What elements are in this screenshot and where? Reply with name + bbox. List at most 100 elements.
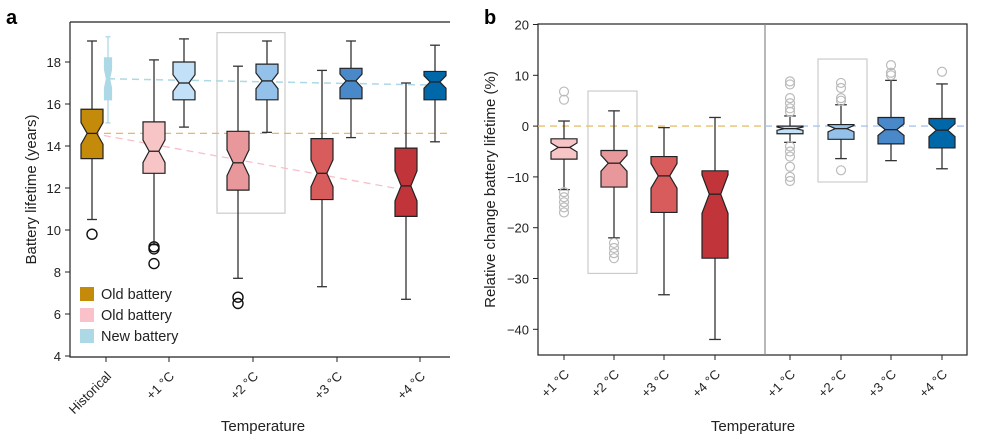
new-battery-box <box>423 44 447 143</box>
legend-swatch <box>80 329 94 343</box>
new-battery-box <box>255 40 279 134</box>
y-tick-label: 12 <box>47 181 61 196</box>
x-tick-label: +2 °C <box>815 367 849 401</box>
notched-box <box>776 125 804 135</box>
outlier-point <box>558 207 570 218</box>
notched-box <box>255 63 279 101</box>
outlier-point <box>608 253 620 264</box>
x-tick-label: +1 °C <box>538 367 572 401</box>
notched-box <box>550 138 578 160</box>
x-tick-label: +1 °C <box>764 367 798 401</box>
y-tick-label: 14 <box>47 139 61 154</box>
highlight-box <box>216 31 286 214</box>
x-tick-label: +3 °C <box>865 367 899 401</box>
x-tick-label: +4 °C <box>394 369 428 403</box>
outlier-point <box>835 82 847 94</box>
notched-box <box>310 138 334 201</box>
x-tick-label: +1 °C <box>143 369 177 403</box>
y-tick-label: 10 <box>515 68 529 83</box>
y-tick-label: 10 <box>47 223 61 238</box>
y-tick-label: 8 <box>54 265 61 280</box>
notched-box <box>827 123 855 140</box>
panel-b: −40 −30 −20 −10 0 10 20 +1 °C +2 °C +3 °C +4 °C +1 … <box>482 18 968 435</box>
x-tick-label: +4 °C <box>916 367 950 401</box>
y-tick-label: 18 <box>47 55 61 70</box>
x-tick-label: +3 °C <box>311 369 345 403</box>
notched-box <box>339 67 363 100</box>
notched-box <box>394 147 418 217</box>
outlier-point <box>558 187 570 198</box>
outlier-point <box>835 95 847 106</box>
new-battery-box <box>172 38 196 128</box>
outlier-point <box>784 106 796 117</box>
notched-box <box>423 70 447 101</box>
outlier-point <box>608 242 620 254</box>
x-axis-label: Temperature <box>221 418 305 435</box>
outlier-point <box>784 103 796 114</box>
outlier-point <box>86 228 98 240</box>
outlier-point <box>148 257 160 270</box>
highlight-box-new <box>817 58 868 183</box>
outlier-point <box>558 86 570 97</box>
outlier-point <box>885 60 897 71</box>
y-axis-label: Battery lifetime (years) <box>23 114 40 264</box>
outlier-point <box>232 297 244 310</box>
outlier-point <box>835 77 847 89</box>
x-axis-label: Temperature <box>711 418 795 435</box>
y-tick-label: 16 <box>47 97 61 112</box>
y-tick-label: −30 <box>507 272 529 287</box>
outlier-point <box>936 66 948 77</box>
new-battery-box <box>827 77 855 176</box>
outlier-point <box>608 237 620 249</box>
notched-box <box>928 117 956 149</box>
notched-box <box>226 130 250 191</box>
new-median-trend-line <box>107 78 436 86</box>
outlier-point <box>232 291 244 303</box>
old-battery-box <box>80 40 104 240</box>
outlier-point <box>835 93 847 104</box>
old-battery-box <box>394 82 418 300</box>
y-tick-label: 6 <box>54 307 61 322</box>
outlier-point <box>784 141 796 152</box>
new-battery-box <box>103 36 113 124</box>
notched-box <box>877 116 905 145</box>
y-axis-label: Relative change battery lifetime (%) <box>482 71 499 308</box>
notched-box <box>600 149 628 188</box>
old-battery-box <box>550 86 578 218</box>
outlier-point <box>784 146 796 157</box>
notched-box <box>172 61 196 101</box>
new-battery-box <box>877 60 905 162</box>
axes-frame <box>69 21 450 358</box>
notched-box <box>142 121 166 174</box>
outlier-point <box>885 67 897 78</box>
panel-b-letter: b <box>484 7 496 29</box>
outlier-point <box>784 151 796 162</box>
outlier-point <box>558 94 570 105</box>
old-battery-box <box>226 65 250 310</box>
outlier-point <box>835 165 847 176</box>
legend-swatch <box>80 287 94 301</box>
y-tick-label: 4 <box>54 349 61 364</box>
new-battery-box <box>928 66 956 170</box>
x-tick-label: +2 °C <box>588 367 622 401</box>
old-battery-box <box>650 126 678 296</box>
axes-frame <box>537 23 968 356</box>
legend-label: New battery <box>101 329 179 345</box>
old-battery-box <box>701 116 729 341</box>
y-tick-label: −40 <box>507 322 529 337</box>
notched-box <box>650 155 678 214</box>
highlight-box-old <box>587 90 638 275</box>
outlier-point <box>784 171 796 182</box>
y-tick-label: −10 <box>507 170 529 185</box>
x-tick-label: +2 °C <box>227 369 261 403</box>
old-battery-box <box>310 69 334 288</box>
outlier-point <box>784 161 796 172</box>
outlier-point <box>784 93 796 104</box>
outlier-point <box>608 248 620 259</box>
legend-label: Old battery <box>101 308 173 324</box>
old-battery-box <box>142 59 166 270</box>
x-tick-label: +3 °C <box>638 367 672 401</box>
y-tick-label: −20 <box>507 221 529 236</box>
legend-label: Old battery <box>101 287 173 303</box>
